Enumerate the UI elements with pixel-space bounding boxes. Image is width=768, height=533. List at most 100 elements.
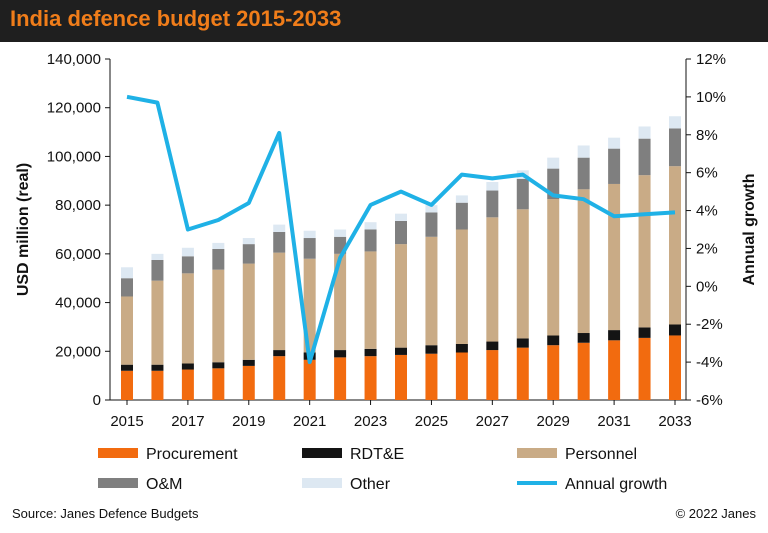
chart-title: India defence budget 2015-2033	[10, 6, 342, 31]
bar-rdt-e	[516, 338, 529, 348]
y-tick-label: 20,000	[55, 343, 101, 360]
bar-procurement	[273, 356, 286, 400]
bar-procurement	[608, 340, 621, 400]
bar-procurement	[455, 352, 468, 400]
bar-procurement	[638, 337, 651, 400]
x-tick-label: 2019	[232, 413, 265, 430]
y-tick-label: 40,000	[55, 295, 101, 312]
x-tick-label: 2025	[415, 413, 448, 430]
bar-personnel	[669, 166, 681, 325]
chart-svg: 0 20,000 40,000 60,000 80,000 100,000 120,000 1…	[15, 51, 758, 493]
bar-o-m	[486, 190, 499, 218]
bar-o-m	[425, 212, 438, 237]
bar-o-m	[608, 148, 621, 184]
bar-other	[638, 126, 651, 139]
bar-o-m	[638, 138, 651, 176]
x-tick-label: 2021	[293, 413, 326, 430]
bar-other	[669, 116, 681, 129]
bar-procurement	[121, 370, 133, 400]
bar-personnel	[151, 280, 164, 365]
bar-o-m	[395, 220, 407, 245]
bar-personnel	[121, 296, 133, 365]
y2-tick-label: -4%	[696, 354, 723, 371]
bar-procurement	[547, 345, 560, 400]
x-tick-label: 2031	[597, 413, 630, 430]
bar-rdt-e	[273, 350, 286, 357]
bar-o-m	[242, 244, 255, 264]
bar-other	[181, 247, 194, 257]
bar-rdt-e	[425, 345, 438, 354]
y-axis-title: USD million (real)	[15, 163, 32, 296]
bar-rdt-e	[395, 347, 407, 355]
y2-tick-label: 8%	[696, 127, 718, 144]
bar-o-m	[455, 202, 468, 230]
bar-procurement	[212, 368, 225, 400]
bar-personnel	[334, 253, 347, 351]
bar-other	[334, 229, 347, 237]
bar-rdt-e	[181, 363, 194, 370]
bar-rdt-e	[212, 362, 225, 369]
bar-other	[273, 224, 286, 232]
legend-swatch-other	[302, 478, 342, 488]
bar-personnel	[242, 263, 255, 360]
x-tick-label: 2029	[537, 413, 570, 430]
bar-o-m	[273, 231, 286, 253]
bar-personnel	[547, 199, 560, 336]
bar-personnel	[425, 236, 438, 346]
bar-o-m	[516, 178, 529, 210]
bar-other	[395, 213, 407, 221]
bar-personnel	[181, 273, 194, 364]
x-tick-label: 2033	[658, 413, 691, 430]
title-bar: India defence budget 2015-2033	[0, 0, 768, 42]
bar-procurement	[242, 365, 255, 400]
x-tick-label: 2027	[476, 413, 509, 430]
bar-personnel	[364, 251, 377, 349]
bar-rdt-e	[242, 359, 255, 366]
legend-swatch-rdt-e	[302, 448, 342, 458]
bar-rdt-e	[638, 327, 651, 338]
bar-other	[455, 195, 468, 203]
y-tick-label: 100,000	[47, 148, 101, 165]
bar-procurement	[303, 359, 316, 400]
bar-procurement	[181, 369, 194, 400]
bar-rdt-e	[455, 343, 468, 353]
bar-o-m	[151, 259, 164, 281]
bar-procurement	[364, 356, 377, 400]
legend-label-personnel: Personnel	[565, 446, 637, 463]
bar-procurement	[669, 335, 681, 400]
bar-o-m	[669, 128, 681, 167]
x-tick-label: 2015	[110, 413, 143, 430]
y2-tick-label: 12%	[696, 51, 726, 68]
copyright-note: © 2022 Janes	[675, 506, 756, 521]
y-tick-label: 140,000	[47, 51, 101, 68]
y2-tick-label: 4%	[696, 203, 718, 220]
bar-personnel	[395, 244, 407, 348]
bar-procurement	[486, 350, 499, 400]
bar-personnel	[516, 209, 529, 339]
y2-axis-title: Annual growth	[741, 174, 758, 286]
bar-other	[608, 137, 621, 149]
bar-procurement	[516, 347, 529, 400]
legend-label-annual-growth: Annual growth	[565, 476, 667, 493]
bar-other	[425, 205, 438, 213]
legend-swatch-o-m	[98, 478, 138, 488]
y-tick-label: 120,000	[47, 100, 101, 117]
bar-personnel	[638, 175, 651, 328]
bar-o-m	[577, 157, 590, 190]
legend-label-o-m: O&M	[146, 476, 182, 493]
bar-other	[547, 157, 560, 169]
bar-o-m	[303, 238, 316, 259]
bar-rdt-e	[364, 348, 377, 357]
legend-label-procurement: Procurement	[146, 446, 238, 463]
y2-tick-label: 2%	[696, 240, 718, 257]
bar-personnel	[577, 189, 590, 334]
bar-other	[486, 182, 499, 191]
y2-tick-label: 6%	[696, 165, 718, 182]
bar-other	[121, 267, 133, 279]
bar-procurement	[425, 353, 438, 400]
bar-rdt-e	[334, 350, 347, 358]
bar-rdt-e	[547, 335, 560, 346]
legend-swatch-procurement	[98, 448, 138, 458]
y-tick-label: 60,000	[55, 246, 101, 263]
